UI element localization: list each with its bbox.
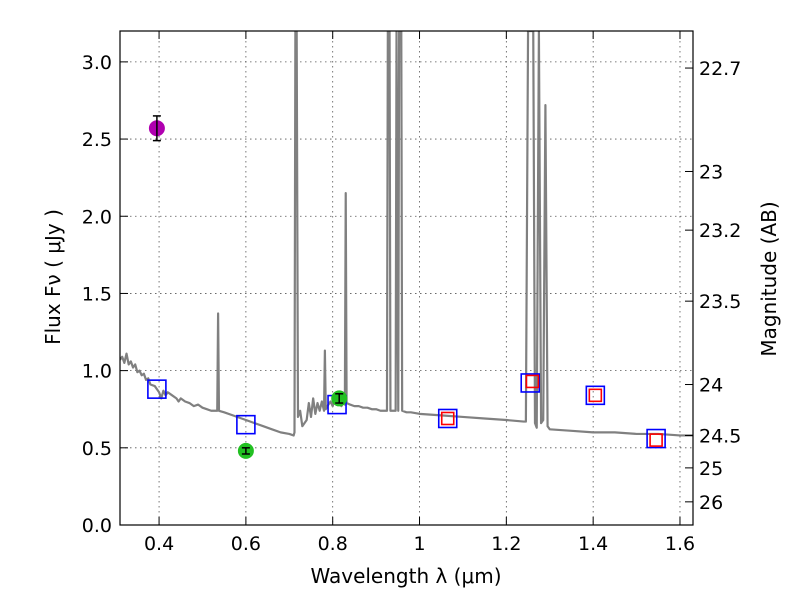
- y-right-tick-label: 26: [699, 492, 723, 514]
- x-axis-label: Wavelength λ (μm): [310, 564, 501, 588]
- y-right-tick-label: 23.2: [699, 220, 741, 242]
- y-right-tick-label: 24.5: [699, 425, 741, 447]
- y-right-tick-label: 23: [699, 161, 723, 183]
- y-tick-label: 2.0: [82, 206, 112, 228]
- y-tick-label: 0.0: [82, 515, 112, 537]
- x-tick-label: 1: [413, 533, 425, 555]
- x-tick-label: 0.4: [144, 533, 174, 555]
- x-tick-label: 0.8: [318, 533, 348, 555]
- y-tick-label: 1.0: [82, 361, 112, 383]
- x-tick-label: 0.6: [231, 533, 261, 555]
- model-photometry-marker: [585, 385, 606, 406]
- grid-lines: [120, 31, 693, 526]
- plot-area: [120, 31, 693, 459]
- y-right-tick-label: 24: [699, 375, 723, 397]
- model-spectrum-line: [120, 31, 693, 437]
- observed-photometry-marker: [440, 411, 455, 426]
- y-tick-label: 2.5: [82, 129, 112, 151]
- y-tick-label: 0.5: [82, 438, 112, 460]
- x-tick-label: 1.6: [665, 533, 695, 555]
- y-right-tick-label: 25: [699, 458, 723, 480]
- axis-ticks: 0.4 0.6 0.8 1 1.2 1.4 1.6 0.0 0.5 1.0 1.5 2.0 2.5 3.0…: [82, 31, 741, 555]
- observed-photometry-marker: [525, 374, 540, 389]
- x-tick-label: 1.2: [491, 533, 521, 555]
- y-axis-label: Flux Fν ( μJy ): [41, 209, 65, 345]
- model-photometry-marker: [646, 428, 666, 449]
- model-photometry-marker: [147, 379, 167, 399]
- y-tick-label: 3.0: [82, 52, 112, 74]
- observed-photometry-marker: [649, 433, 663, 447]
- model-photometry-marker: [520, 373, 541, 393]
- plot-frame: [119, 30, 694, 526]
- y-tick-label: 1.5: [82, 283, 112, 305]
- model-photometry-marker: [437, 408, 458, 429]
- x-tick-label: 1.4: [578, 533, 608, 555]
- model-photometry-marker: [236, 414, 256, 435]
- y-right-tick-label: 23.5: [699, 291, 741, 313]
- y-right-tick-label: 22.7: [699, 58, 741, 80]
- observed-photometry-marker: [588, 388, 603, 403]
- y-axis-right-label: Magnitude (AB): [757, 201, 781, 356]
